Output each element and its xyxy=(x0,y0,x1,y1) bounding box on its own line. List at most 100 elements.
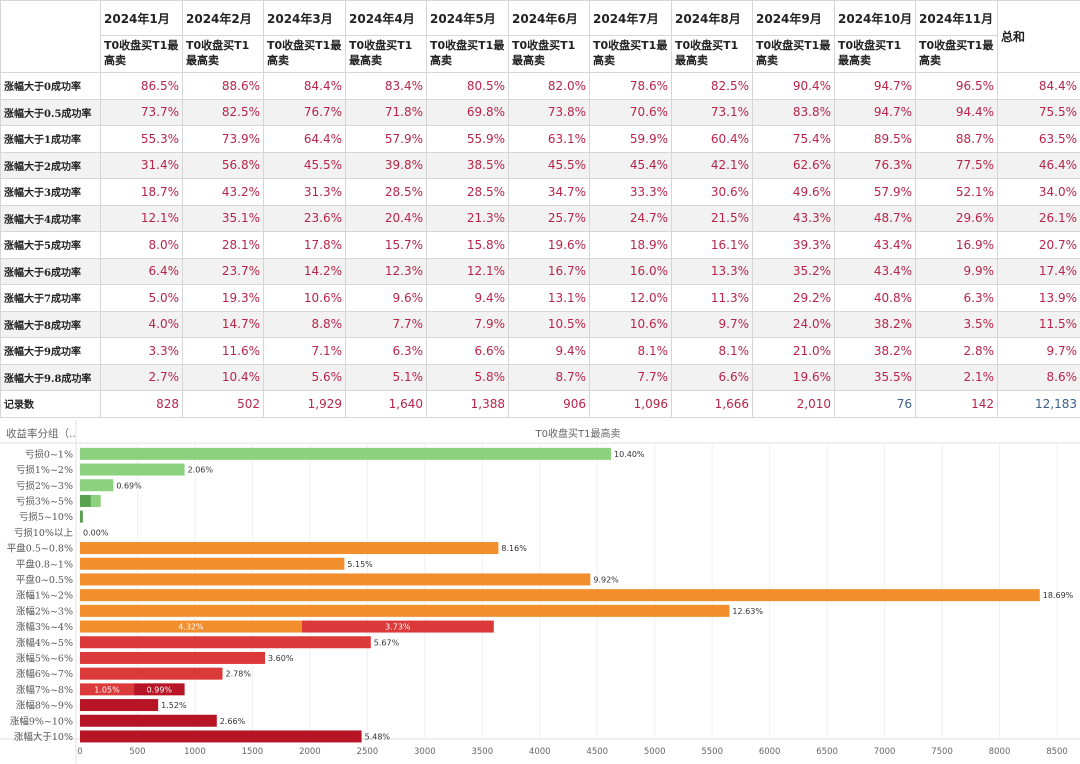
bar-segment xyxy=(80,636,371,649)
bar-value-label: 5.67% xyxy=(374,638,400,647)
table-cell: 45.4% xyxy=(589,151,672,179)
bar-segment xyxy=(80,699,159,712)
table-cell: 24.7% xyxy=(589,204,672,232)
table-cell: 14.2% xyxy=(263,257,346,285)
measure-header: T0收盘买T1最高卖 xyxy=(508,35,590,73)
row-label: 涨幅大于4成功率 xyxy=(0,204,101,232)
table-cell: 94.4% xyxy=(915,98,998,126)
bar-segment xyxy=(80,447,612,460)
table-cell: 15.8% xyxy=(426,231,509,259)
table-row: 涨幅大于5成功率 8.0% 28.1% 17.8% 15.7% 15.8% 19.6% 18.… xyxy=(0,231,1080,259)
table-cell: 86.5% xyxy=(100,72,183,100)
table-cell: 4.0% xyxy=(100,310,183,338)
row-label: 涨幅大于7成功率 xyxy=(0,284,101,312)
table-cell: 90.4% xyxy=(752,72,835,100)
row-label: 涨幅大于9.8成功率 xyxy=(0,363,101,391)
table-cell: 94.7% xyxy=(834,72,916,100)
x-tick-label: 7000 xyxy=(874,747,896,757)
table-cell: 6.6% xyxy=(426,337,509,365)
table-cell: 6.6% xyxy=(671,363,753,391)
success-rate-table: 2024年1月 2024年2月 2024年3月 2024年4月 2024年5月 2024年… xyxy=(0,0,1080,418)
table-cell: 8.8% xyxy=(263,310,346,338)
table-cell: 2.8% xyxy=(915,337,998,365)
table-cell: 7.1% xyxy=(263,337,346,365)
table-cell: 11.6% xyxy=(182,337,264,365)
bar-segment xyxy=(80,604,730,617)
category-label: 涨幅6%~7% xyxy=(16,668,73,680)
category-label: 涨幅5%~6% xyxy=(16,652,73,664)
bar-value-label: 5.15% xyxy=(347,560,373,569)
row-header-label: 收益率分组（.. xyxy=(6,427,76,440)
table-cell: 6.4% xyxy=(100,257,183,285)
table-cell: 60.4% xyxy=(671,125,753,153)
table-cell: 28.5% xyxy=(345,178,427,206)
table-cell: 62.6% xyxy=(752,151,835,179)
category-label: 亏损1%~2% xyxy=(16,464,73,476)
table-cell: 19.6% xyxy=(752,363,835,391)
table-cell: 76.3% xyxy=(834,151,916,179)
x-tick-label: 8500 xyxy=(1046,747,1068,757)
row-label: 涨幅大于9成功率 xyxy=(0,337,101,365)
table-cell: 1,640 xyxy=(345,390,427,418)
table-cell: 18.7% xyxy=(100,178,183,206)
bar-segment xyxy=(80,683,135,696)
table-cell: 49.6% xyxy=(752,178,835,206)
measure-header: T0收盘买T1最高卖 xyxy=(915,35,998,73)
table-cell: 42.1% xyxy=(671,151,753,179)
return-distribution-chart: 收益率分组（.. T0收盘买T1最高卖 10.40% 2.06% 0.69% 0.00… xyxy=(0,420,1080,764)
table-row: 涨幅大于9.8成功率 2.7% 10.4% 5.6% 5.1% 5.8% 8.7% 7.7% 6… xyxy=(0,363,1080,391)
table-cell: 20.4% xyxy=(345,204,427,232)
x-tick-label: 8000 xyxy=(989,747,1011,757)
category-label: 平盘0.5~0.8% xyxy=(7,543,73,555)
chart-title: T0收盘买T1最高卖 xyxy=(535,427,621,440)
corner-cell xyxy=(0,0,101,73)
row-total: 12,183 xyxy=(997,390,1080,418)
table-cell: 71.8% xyxy=(345,98,427,126)
table-cell: 55.9% xyxy=(426,125,509,153)
segment-label: 1.05% xyxy=(94,685,120,694)
table-cell: 48.7% xyxy=(834,204,916,232)
table-cell: 12.3% xyxy=(345,257,427,285)
month-header: 2024年2月 xyxy=(182,0,264,36)
bar-segment xyxy=(80,620,302,633)
table-cell: 43.2% xyxy=(182,178,264,206)
bar-segment xyxy=(80,667,223,680)
bar-value-label: 2.78% xyxy=(226,670,252,679)
table-cell: 9.4% xyxy=(426,284,509,312)
bar-value-label: 1.52% xyxy=(161,701,187,710)
table-row: 涨幅大于2成功率 31.4% 56.8% 45.5% 39.8% 38.5% 45.5% 45… xyxy=(0,151,1080,179)
x-tick-label: 4000 xyxy=(529,747,551,757)
table-cell: 10.6% xyxy=(263,284,346,312)
table-cell: 502 xyxy=(182,390,264,418)
table-cell: 23.6% xyxy=(263,204,346,232)
table-cell: 76.7% xyxy=(263,98,346,126)
table-cell: 828 xyxy=(100,390,183,418)
table-cell: 6.3% xyxy=(915,284,998,312)
x-tick-label: 6000 xyxy=(759,747,781,757)
category-label: 涨幅3%~4% xyxy=(16,621,73,633)
table-cell: 94.7% xyxy=(834,98,916,126)
month-header: 2024年3月 xyxy=(263,0,346,36)
x-tick-label: 2500 xyxy=(357,747,379,757)
bar-segment xyxy=(80,557,345,570)
table-cell: 142 xyxy=(915,390,998,418)
table-cell: 2.7% xyxy=(100,363,183,391)
table-cell: 18.9% xyxy=(589,231,672,259)
table-cell: 28.1% xyxy=(182,231,264,259)
table-cell: 59.9% xyxy=(589,125,672,153)
table-cell: 9.4% xyxy=(508,337,590,365)
table-cell: 57.9% xyxy=(834,178,916,206)
row-label: 记录数 xyxy=(0,390,101,418)
row-label: 涨幅大于5成功率 xyxy=(0,231,101,259)
table-row: 涨幅大于7成功率 5.0% 19.3% 10.6% 9.6% 9.4% 13.1% 12.0%… xyxy=(0,284,1080,312)
segment-label: 4.32% xyxy=(178,623,204,632)
row-total: 20.7% xyxy=(997,231,1080,259)
row-label: 涨幅大于0.5成功率 xyxy=(0,98,101,126)
month-header: 2024年5月 xyxy=(426,0,509,36)
measure-header: T0收盘买T1最高卖 xyxy=(589,35,672,73)
table-cell: 12.0% xyxy=(589,284,672,312)
table-cell: 9.7% xyxy=(671,310,753,338)
bar-segment xyxy=(80,714,217,727)
month-header: 2024年8月 xyxy=(671,0,753,36)
bar-segment xyxy=(90,494,101,507)
